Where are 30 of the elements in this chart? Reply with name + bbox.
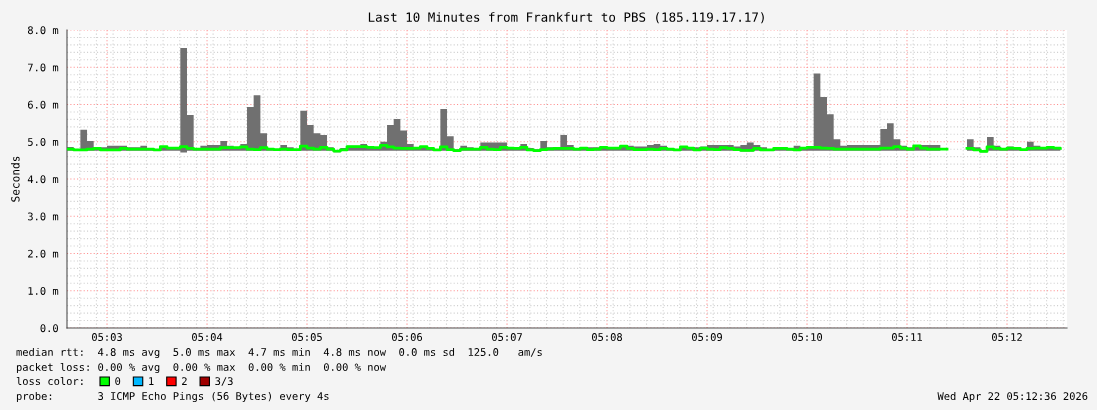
chart-title: Last 10 Minutes from Frankfurt to PBS (185.119.17.17): [368, 12, 764, 24]
y-tick-label: 7.0 m: [28, 63, 59, 72]
x-tick-label: 05:05: [291, 333, 322, 341]
x-tick-label: 05:09: [692, 333, 722, 341]
y-tick-label: 2.0 m: [28, 249, 59, 258]
x-tick-label: 05:08: [591, 333, 622, 341]
y-tick-label: 5.0 m: [28, 138, 59, 146]
x-tick-label: 05:06: [392, 333, 423, 341]
y-tick-label: 3.0 m: [28, 212, 59, 221]
x-tick-label: 05:10: [792, 333, 823, 341]
y-tick-label: 0.0: [40, 324, 58, 333]
legend-label: 3/3: [215, 377, 233, 386]
x-tick-label: 05:12: [992, 333, 1022, 341]
x-tick-label: 05:07: [492, 333, 522, 341]
text: Wed Apr 22 05:12:36 2026: [937, 391, 1088, 403]
text: median rtt: 4.8 ms avg 5.0 ms max 4.7 ms min 4.8 ms now 0.0 ms sd 125.0 am/s: [16, 347, 542, 359]
legend-title: loss color:: [16, 376, 83, 386]
legend-label: 0: [115, 377, 121, 386]
y-tick-label: 6.0 m: [27, 100, 59, 109]
x-tick-label: 05:11: [891, 333, 922, 341]
legend-label: 2: [182, 377, 187, 385]
y-tick-label: 8.0 m: [27, 26, 59, 35]
y-axis-title: Seconds: [11, 156, 20, 202]
x-tick-label: 05:04: [192, 333, 223, 341]
x-tick-label: 05:03: [92, 333, 122, 341]
y-tick-label: 4.0 m: [27, 175, 59, 184]
text: packet loss: 0.00 % avg 0.00 % max 0.00 % min 0.00 % now: [16, 362, 387, 374]
y-tick-label: 1.0 m: [28, 287, 59, 295]
legend-label: 1: [149, 377, 154, 385]
text: probe: 3 ICMP Echo Pings (56 Bytes) every 4s: [16, 391, 329, 403]
